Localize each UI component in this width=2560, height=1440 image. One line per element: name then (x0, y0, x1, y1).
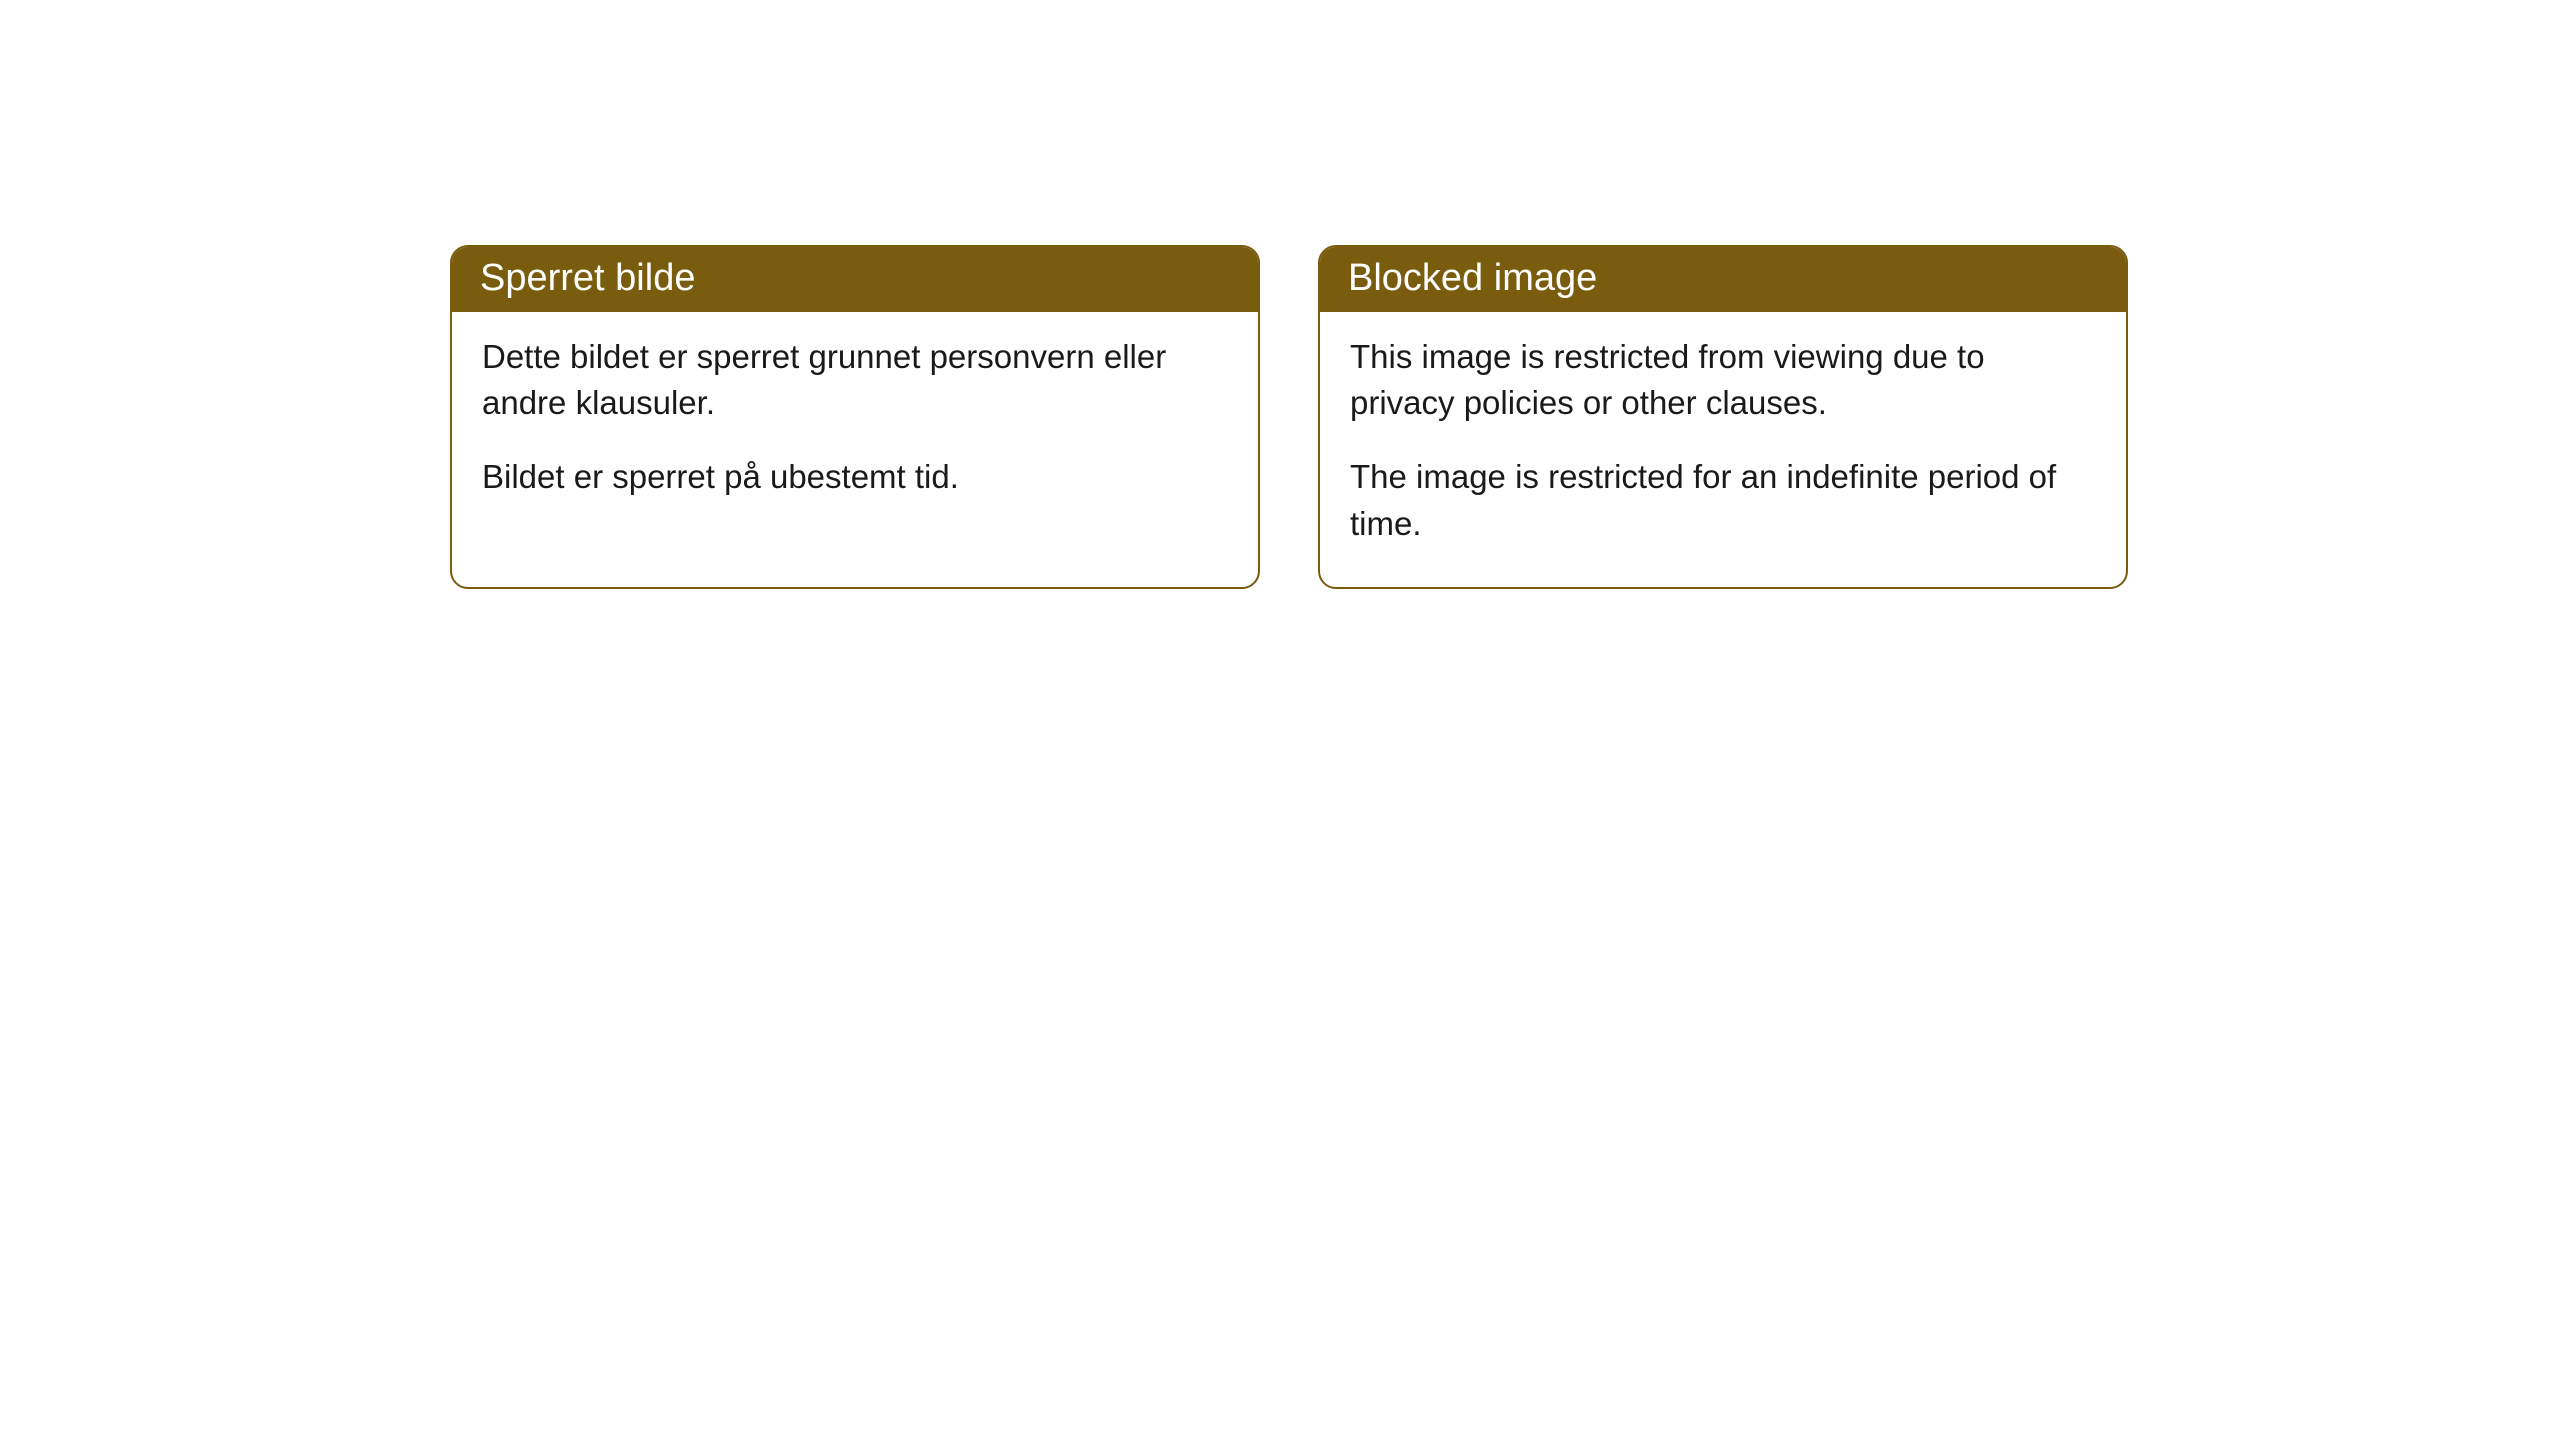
blocked-image-card-english: Blocked image This image is restricted f… (1318, 245, 2128, 589)
card-paragraph-1: Dette bildet er sperret grunnet personve… (482, 334, 1228, 426)
notice-cards-container: Sperret bilde Dette bildet er sperret gr… (0, 0, 2560, 589)
blocked-image-card-norwegian: Sperret bilde Dette bildet er sperret gr… (450, 245, 1260, 589)
card-header: Blocked image (1320, 247, 2126, 312)
card-paragraph-1: This image is restricted from viewing du… (1350, 334, 2096, 426)
card-title: Sperret bilde (480, 257, 695, 299)
card-body: This image is restricted from viewing du… (1320, 312, 2126, 587)
card-body: Dette bildet er sperret grunnet personve… (452, 312, 1258, 541)
card-title: Blocked image (1348, 257, 1597, 299)
card-header: Sperret bilde (452, 247, 1258, 312)
card-paragraph-2: Bildet er sperret på ubestemt tid. (482, 454, 1228, 500)
card-paragraph-2: The image is restricted for an indefinit… (1350, 454, 2096, 546)
